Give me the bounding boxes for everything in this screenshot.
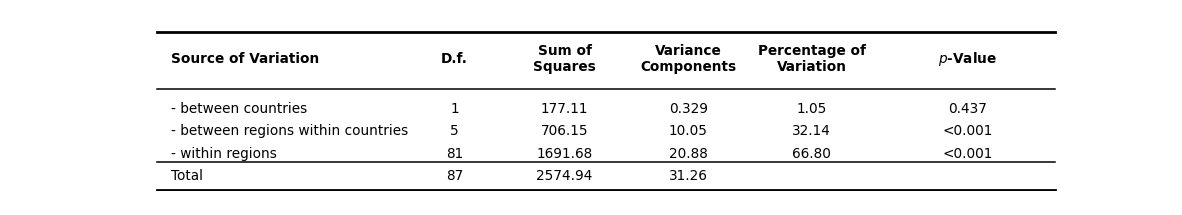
- Text: 66.80: 66.80: [792, 147, 831, 161]
- Text: 31.26: 31.26: [669, 169, 708, 183]
- Text: 20.88: 20.88: [669, 147, 708, 161]
- Text: 1691.68: 1691.68: [537, 147, 592, 161]
- Text: - between countries: - between countries: [170, 101, 307, 116]
- Text: 87: 87: [446, 169, 463, 183]
- Text: Variance
Components: Variance Components: [641, 44, 736, 74]
- Text: 706.15: 706.15: [540, 124, 589, 138]
- Text: 0.329: 0.329: [669, 101, 708, 116]
- Text: - within regions: - within regions: [170, 147, 277, 161]
- Text: $p$‑Value: $p$‑Value: [939, 50, 998, 68]
- Text: 177.11: 177.11: [541, 101, 589, 116]
- Text: Percentage of
Variation: Percentage of Variation: [758, 44, 866, 74]
- Text: 1.05: 1.05: [797, 101, 827, 116]
- Text: 5: 5: [450, 124, 459, 138]
- Text: 81: 81: [446, 147, 463, 161]
- Text: <0.001: <0.001: [942, 147, 993, 161]
- Text: 10.05: 10.05: [669, 124, 708, 138]
- Text: D.f.: D.f.: [441, 52, 468, 66]
- Text: <0.001: <0.001: [942, 124, 993, 138]
- Text: Total: Total: [170, 169, 202, 183]
- Text: 2574.94: 2574.94: [537, 169, 592, 183]
- Text: - between regions within countries: - between regions within countries: [170, 124, 408, 138]
- Text: Source of Variation: Source of Variation: [170, 52, 319, 66]
- Text: Sum of
Squares: Sum of Squares: [533, 44, 596, 74]
- Text: 1: 1: [450, 101, 459, 116]
- Text: 32.14: 32.14: [792, 124, 831, 138]
- Text: 0.437: 0.437: [948, 101, 987, 116]
